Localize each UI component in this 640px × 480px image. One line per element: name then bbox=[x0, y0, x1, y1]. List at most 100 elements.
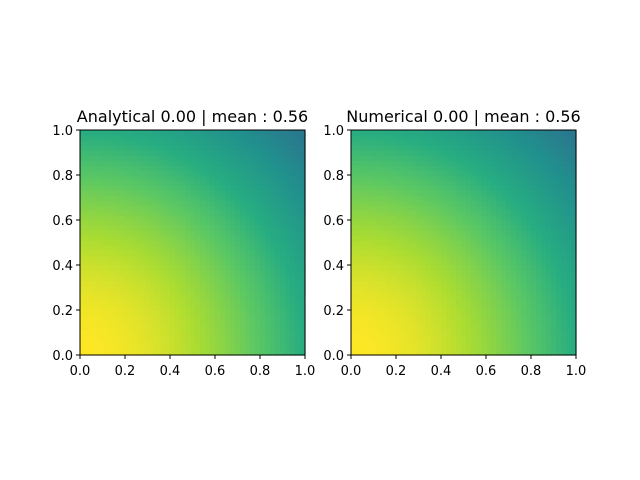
heatmap-cell bbox=[416, 195, 422, 201]
heatmap-cell bbox=[160, 130, 166, 136]
heatmap-cell bbox=[140, 310, 146, 316]
heatmap-cell bbox=[260, 285, 266, 291]
heatmap-cell bbox=[205, 140, 211, 146]
heatmap-cell bbox=[516, 320, 522, 326]
heatmap-cell bbox=[300, 150, 306, 156]
heatmap-cell bbox=[566, 245, 572, 251]
heatmap-cell bbox=[260, 235, 266, 241]
heatmap-cell bbox=[456, 185, 462, 191]
heatmap-cell bbox=[381, 180, 387, 186]
heatmap-cell bbox=[416, 265, 422, 271]
heatmap-cell bbox=[135, 250, 141, 256]
heatmap-cell bbox=[521, 245, 527, 251]
heatmap-cell bbox=[115, 240, 121, 246]
heatmap-cell bbox=[441, 310, 447, 316]
heatmap-cell bbox=[491, 190, 497, 196]
heatmap-cell bbox=[105, 230, 111, 236]
heatmap-cell bbox=[270, 190, 276, 196]
heatmap-cell bbox=[491, 205, 497, 211]
heatmap-cell bbox=[436, 290, 442, 296]
heatmap-cell bbox=[95, 260, 101, 266]
heatmap-cell bbox=[150, 235, 156, 241]
heatmap-cell bbox=[230, 245, 236, 251]
heatmap-cell bbox=[496, 330, 502, 336]
heatmap-cell bbox=[441, 185, 447, 191]
heatmap-cell bbox=[290, 260, 296, 266]
heatmap-cell bbox=[511, 270, 517, 276]
heatmap-cell bbox=[491, 225, 497, 231]
heatmap-cell bbox=[376, 235, 382, 241]
heatmap-cell bbox=[245, 130, 251, 136]
heatmap-cell bbox=[406, 140, 412, 146]
heatmap-cell bbox=[285, 315, 291, 321]
heatmap-cell bbox=[561, 325, 567, 331]
heatmap-cell bbox=[150, 300, 156, 306]
heatmap-cell bbox=[210, 325, 216, 331]
heatmap-cell bbox=[195, 295, 201, 301]
heatmap-cell bbox=[280, 250, 286, 256]
heatmap-cell bbox=[426, 250, 432, 256]
heatmap-cell bbox=[536, 190, 542, 196]
heatmap-cell bbox=[511, 205, 517, 211]
heatmap-cell bbox=[501, 270, 507, 276]
heatmap-cell bbox=[220, 205, 226, 211]
heatmap-cell bbox=[421, 335, 427, 341]
heatmap-cell bbox=[521, 295, 527, 301]
heatmap-cell bbox=[80, 325, 86, 331]
heatmap-cell bbox=[446, 270, 452, 276]
heatmap-cell bbox=[441, 280, 447, 286]
heatmap-cell bbox=[85, 175, 91, 181]
heatmap-cell bbox=[290, 320, 296, 326]
heatmap-cell bbox=[526, 190, 532, 196]
heatmap-cell bbox=[396, 185, 402, 191]
heatmap-cell bbox=[145, 190, 151, 196]
heatmap-cell bbox=[516, 270, 522, 276]
heatmap-cell bbox=[250, 275, 256, 281]
heatmap-cell bbox=[366, 245, 372, 251]
heatmap-cell bbox=[531, 250, 537, 256]
heatmap-cell bbox=[391, 320, 397, 326]
heatmap-cell bbox=[250, 245, 256, 251]
heatmap-cell bbox=[195, 155, 201, 161]
heatmap-cell bbox=[556, 330, 562, 336]
heatmap-cell bbox=[561, 200, 567, 206]
heatmap-cell bbox=[351, 160, 357, 166]
heatmap-cell bbox=[255, 140, 261, 146]
heatmap-cell bbox=[421, 245, 427, 251]
heatmap-cell bbox=[541, 230, 547, 236]
heatmap-cell bbox=[220, 260, 226, 266]
heatmap-cell bbox=[85, 190, 91, 196]
heatmap-cell bbox=[546, 315, 552, 321]
heatmap-cell bbox=[210, 270, 216, 276]
heatmap-cell bbox=[391, 200, 397, 206]
heatmap-cell bbox=[561, 315, 567, 321]
heatmap-cell bbox=[521, 330, 527, 336]
heatmap-cell bbox=[551, 270, 557, 276]
heatmap-cell bbox=[506, 150, 512, 156]
heatmap-cell bbox=[255, 185, 261, 191]
heatmap-cell bbox=[80, 225, 86, 231]
heatmap-cell bbox=[300, 335, 306, 341]
heatmap-cell bbox=[140, 175, 146, 181]
heatmap-cell bbox=[85, 130, 91, 136]
heatmap-cell bbox=[260, 175, 266, 181]
heatmap-cell bbox=[85, 230, 91, 236]
heatmap-cell bbox=[300, 190, 306, 196]
heatmap-cell bbox=[85, 280, 91, 286]
heatmap-cell bbox=[421, 220, 427, 226]
heatmap-cell bbox=[80, 245, 86, 251]
heatmap-cell bbox=[536, 305, 542, 311]
heatmap-cell bbox=[521, 135, 527, 141]
heatmap-cell bbox=[431, 170, 437, 176]
heatmap-cell bbox=[165, 265, 171, 271]
heatmap-cell bbox=[541, 150, 547, 156]
heatmap-cell bbox=[526, 165, 532, 171]
heatmap-cell bbox=[566, 250, 572, 256]
heatmap-cell bbox=[260, 140, 266, 146]
heatmap-cell bbox=[175, 280, 181, 286]
heatmap-cell bbox=[376, 265, 382, 271]
heatmap-cell bbox=[240, 305, 246, 311]
heatmap-cell bbox=[541, 280, 547, 286]
heatmap-cell bbox=[481, 310, 487, 316]
heatmap-cell bbox=[416, 155, 422, 161]
